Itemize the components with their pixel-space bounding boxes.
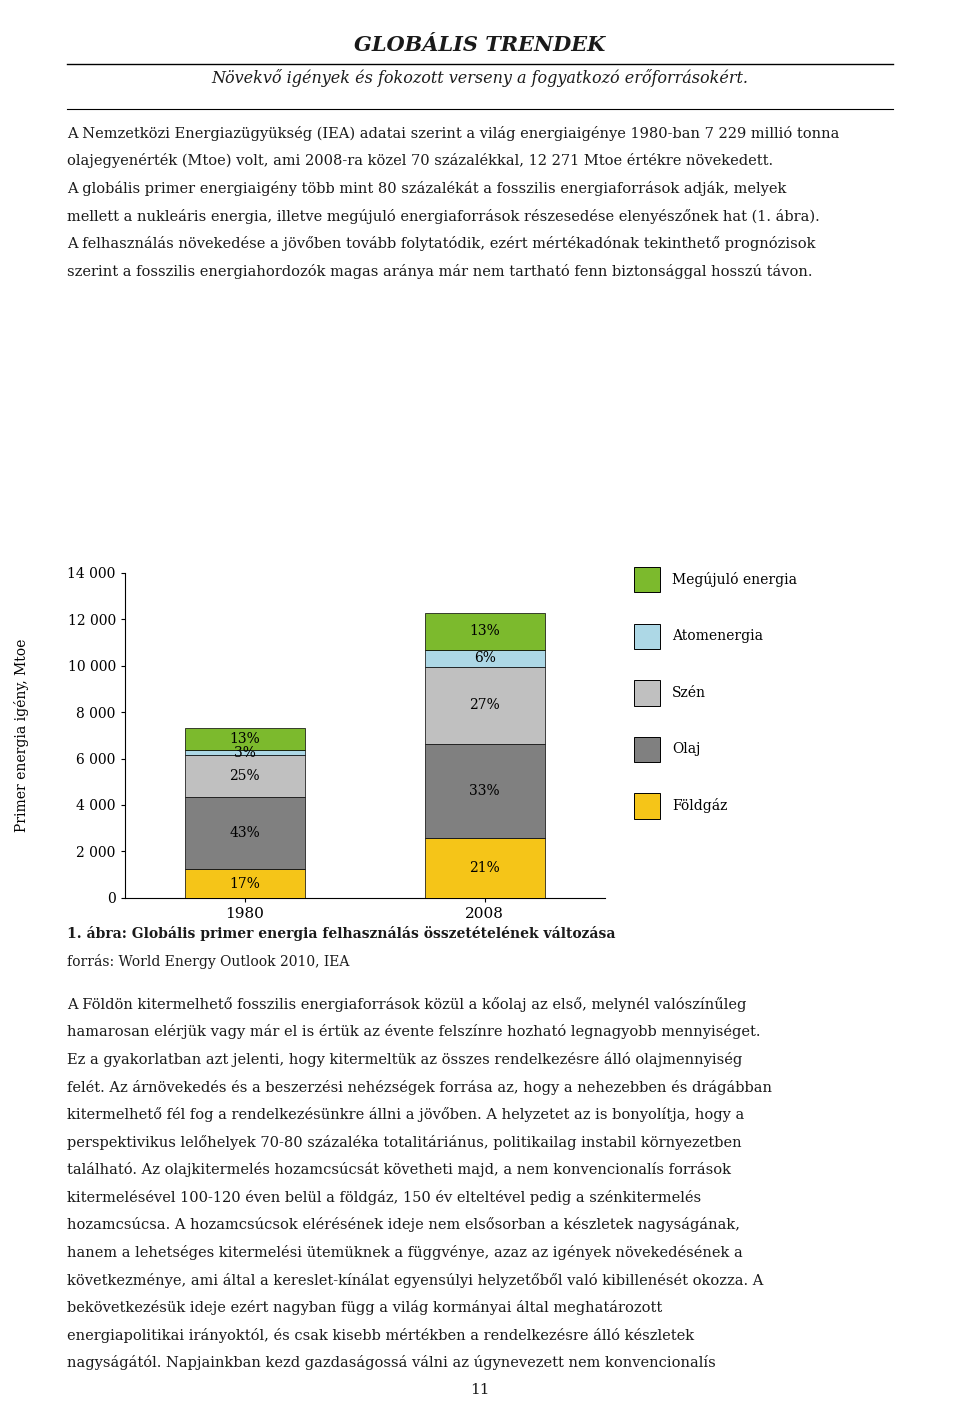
- Text: 11: 11: [470, 1383, 490, 1397]
- Text: GLOBÁLIS TRENDEK: GLOBÁLIS TRENDEK: [354, 35, 606, 55]
- Text: bekövetkezésük ideje ezért nagyban függ a világ kormányai által meghatározott: bekövetkezésük ideje ezért nagyban függ …: [67, 1301, 662, 1315]
- Bar: [184, 870, 305, 898]
- Text: 25%: 25%: [229, 769, 260, 783]
- Text: Földgáz: Földgáz: [672, 799, 728, 813]
- Text: szerint a fosszilis energiahordozók magas aránya már nem tartható fenn biztonság: szerint a fosszilis energiahordozók maga…: [67, 264, 813, 279]
- Text: olajegyenérték (Mtoe) volt, ami 2008-ra közel 70 százalékkal, 12 271 Mtoe értékr: olajegyenérték (Mtoe) volt, ami 2008-ra …: [67, 154, 774, 168]
- Y-axis label: Primer energia igény, Mtoe: Primer energia igény, Mtoe: [13, 639, 29, 831]
- Bar: [424, 667, 544, 744]
- Text: A globális primer energiaigény több mint 80 százalékát a fosszilis energiaforrás: A globális primer energiaigény több mint…: [67, 181, 786, 197]
- Text: 43%: 43%: [229, 826, 260, 840]
- Bar: [424, 650, 544, 667]
- Text: hamarosan elérjük vagy már el is értük az évente felszínre hozható legnagyobb me: hamarosan elérjük vagy már el is értük a…: [67, 1024, 760, 1039]
- Text: Olaj: Olaj: [672, 742, 701, 756]
- Text: Szén: Szén: [672, 686, 706, 700]
- Text: 27%: 27%: [469, 699, 500, 713]
- Text: 1. ábra: Globális primer energia felhasználás összetételének változása: 1. ábra: Globális primer energia felhasz…: [67, 926, 615, 942]
- Text: 33%: 33%: [469, 783, 500, 797]
- Bar: [184, 797, 305, 870]
- Text: felét. Az árnövekedés és a beszerzési nehézségek forrása az, hogy a nehezebben é: felét. Az árnövekedés és a beszerzési ne…: [67, 1080, 772, 1094]
- Text: kitermelésével 100-120 éven belül a földgáz, 150 év elteltével pedig a szénkiter: kitermelésével 100-120 éven belül a föld…: [67, 1191, 702, 1205]
- Text: energiapolitikai irányoktól, és csak kisebb mértékben a rendelkezésre álló készl: energiapolitikai irányoktól, és csak kis…: [67, 1328, 694, 1343]
- Text: 13%: 13%: [229, 732, 260, 747]
- Bar: [424, 744, 544, 839]
- Text: Atomenergia: Atomenergia: [672, 629, 763, 643]
- Bar: [424, 612, 544, 650]
- Text: hanem a lehetséges kitermelési ütemüknek a függvénye, azaz az igények növekedésé: hanem a lehetséges kitermelési ütemüknek…: [67, 1246, 743, 1260]
- Text: következménye, ami által a kereslet-kínálat egyensúlyi helyzetőből való kibillen: következménye, ami által a kereslet-kíná…: [67, 1273, 763, 1288]
- Text: perspektivikus lelőhelyek 70-80 százaléka totalitáriánus, politikailag instabil : perspektivikus lelőhelyek 70-80 százalék…: [67, 1134, 742, 1150]
- Text: hozamcsúcsa. A hozamcsúcsok elérésének ideje nem elsősorban a készletek nagyságá: hozamcsúcsa. A hozamcsúcsok elérésének i…: [67, 1217, 740, 1233]
- Text: Ez a gyakorlatban azt jelenti, hogy kitermeltük az összes rendelkezésre álló ola: Ez a gyakorlatban azt jelenti, hogy kite…: [67, 1052, 742, 1068]
- Text: 6%: 6%: [474, 652, 495, 666]
- Bar: [184, 749, 305, 755]
- Text: A felhasználás növekedése a jövőben tovább folytatódik, ezért mértékadónak tekin: A felhasználás növekedése a jövőben tová…: [67, 236, 816, 252]
- Text: nagyságától. Napjainkban kezd gazdaságossá válni az úgynevezett nem konvencional: nagyságától. Napjainkban kezd gazdaságos…: [67, 1355, 716, 1370]
- Text: 13%: 13%: [469, 625, 500, 638]
- Text: A Nemzetközi Energiazügyükség (IEA) adatai szerint a világ energiaigénye 1980-ba: A Nemzetközi Energiazügyükség (IEA) adat…: [67, 126, 840, 141]
- Bar: [184, 728, 305, 749]
- Text: 21%: 21%: [469, 861, 500, 875]
- Text: kitermelhető fél fog a rendelkezésünkre állni a jövőben. A helyzetet az is bonyo: kitermelhető fél fog a rendelkezésünkre …: [67, 1107, 744, 1123]
- Text: 3%: 3%: [234, 745, 255, 759]
- Text: található. Az olajkitermelés hozamcsúcsát követheti majd, a nem konvencionalís f: található. Az olajkitermelés hozamcsúcsá…: [67, 1162, 732, 1178]
- Bar: [424, 839, 544, 898]
- Text: 17%: 17%: [229, 877, 260, 891]
- Text: A Földön kitermelhető fosszilis energiaforrások közül a kőolaj az első, melynél : A Földön kitermelhető fosszilis energiaf…: [67, 997, 747, 1012]
- Bar: [184, 755, 305, 797]
- Text: Növekvő igények és fokozott verseny a fogyatkozó erőforrásokért.: Növekvő igények és fokozott verseny a fo…: [211, 69, 749, 88]
- Text: mellett a nukleáris energia, illetve megújuló energiaforrások részesedése elenyé: mellett a nukleáris energia, illetve meg…: [67, 208, 820, 223]
- Text: forrás: World Energy Outlook 2010, IEA: forrás: World Energy Outlook 2010, IEA: [67, 954, 349, 970]
- Text: Megújuló energia: Megújuló energia: [672, 573, 797, 587]
